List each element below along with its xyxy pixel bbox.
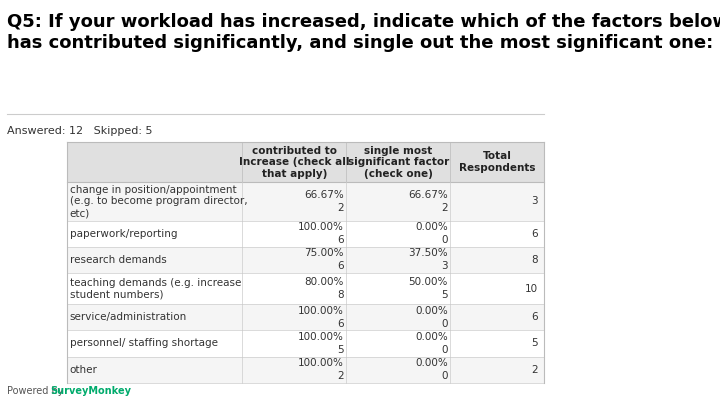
Text: 2: 2	[531, 364, 538, 375]
Text: 100.00%: 100.00%	[298, 306, 343, 316]
Text: teaching demands (e.g. increase
student numbers): teaching demands (e.g. increase student …	[70, 278, 241, 299]
Text: 66.67%: 66.67%	[408, 190, 448, 200]
Text: 66.67%: 66.67%	[304, 190, 343, 200]
Text: 5: 5	[337, 345, 343, 355]
Text: 8: 8	[531, 255, 538, 265]
Text: single most
significant factor
(check one): single most significant factor (check on…	[348, 146, 449, 179]
Text: 6: 6	[531, 312, 538, 322]
Text: 37.50%: 37.50%	[408, 248, 448, 258]
Text: 3: 3	[441, 261, 448, 271]
Text: 2: 2	[337, 203, 343, 213]
Text: Q5: If your workload has increased, indicate which of the factors below
has cont: Q5: If your workload has increased, indi…	[7, 13, 720, 52]
Text: 6: 6	[337, 319, 343, 329]
Text: 0.00%: 0.00%	[415, 222, 448, 232]
Bar	[67, 182, 544, 221]
Text: 8: 8	[337, 290, 343, 300]
Text: 2: 2	[441, 203, 448, 213]
Text: 100.00%: 100.00%	[298, 332, 343, 342]
Bar	[67, 221, 544, 247]
Text: 0: 0	[441, 371, 448, 381]
Bar	[67, 330, 544, 356]
Text: Answered: 12   Skipped: 5: Answered: 12 Skipped: 5	[7, 126, 153, 136]
Text: 0.00%: 0.00%	[415, 358, 448, 368]
Text: service/administration: service/administration	[70, 312, 187, 322]
Bar	[67, 356, 544, 383]
Text: 0.00%: 0.00%	[415, 332, 448, 342]
Bar	[67, 247, 544, 273]
Text: 6: 6	[531, 229, 538, 239]
Text: personnel/ staffing shortage: personnel/ staffing shortage	[70, 339, 218, 348]
Text: change in position/appointment
(e.g. to become program director,
etc): change in position/appointment (e.g. to …	[70, 185, 248, 218]
Text: 0: 0	[441, 319, 448, 329]
Text: 75.00%: 75.00%	[304, 248, 343, 258]
Text: 100.00%: 100.00%	[298, 222, 343, 232]
Bar	[67, 304, 544, 330]
Text: Total
Respondents: Total Respondents	[459, 151, 535, 173]
Text: Powered by: Powered by	[7, 386, 63, 396]
Text: 6: 6	[337, 261, 343, 271]
Text: 0: 0	[441, 345, 448, 355]
Text: research demands: research demands	[70, 255, 166, 265]
Text: 80.00%: 80.00%	[305, 277, 343, 287]
Bar	[67, 273, 544, 304]
Text: 0.00%: 0.00%	[415, 306, 448, 316]
Text: 100.00%: 100.00%	[298, 358, 343, 368]
Text: 50.00%: 50.00%	[408, 277, 448, 287]
Text: 5: 5	[441, 290, 448, 300]
Text: SurveyMonkey: SurveyMonkey	[50, 386, 132, 396]
Text: 10: 10	[525, 284, 538, 294]
Text: 0: 0	[441, 235, 448, 245]
Text: 5: 5	[531, 339, 538, 348]
Text: contributed to
Increase (check all
that apply): contributed to Increase (check all that …	[239, 146, 350, 179]
Bar	[67, 142, 544, 182]
Text: 6: 6	[337, 235, 343, 245]
Text: 3: 3	[531, 196, 538, 207]
Text: paperwork/reporting: paperwork/reporting	[70, 229, 177, 239]
Text: other: other	[70, 364, 98, 375]
Text: 2: 2	[337, 371, 343, 381]
